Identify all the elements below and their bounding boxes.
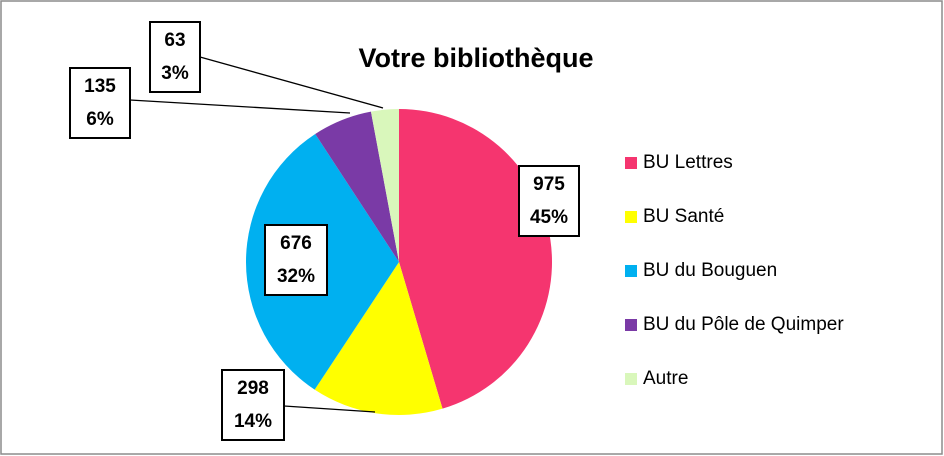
data-label-box bbox=[518, 165, 580, 237]
legend-label: BU Lettres bbox=[643, 152, 733, 173]
leader-line bbox=[199, 56, 384, 109]
data-label-box bbox=[149, 21, 201, 93]
data-label-percent: 3% bbox=[161, 63, 189, 84]
legend-label: Autre bbox=[643, 368, 688, 389]
leader-line bbox=[283, 405, 376, 413]
data-label-box bbox=[221, 369, 285, 441]
data-label-percent: 32% bbox=[277, 266, 315, 287]
legend-swatch bbox=[625, 319, 637, 331]
data-label-percent: 14% bbox=[234, 411, 272, 432]
legend-label: BU du Pôle de Quimper bbox=[643, 314, 844, 335]
pie-slice bbox=[314, 262, 443, 415]
legend-swatch bbox=[625, 211, 637, 223]
data-label-percent: 45% bbox=[530, 207, 568, 228]
data-label-box bbox=[69, 67, 131, 139]
data-label: 975 bbox=[533, 174, 565, 195]
data-label: 63 bbox=[164, 30, 185, 51]
chart-title: Votre bibliothèque bbox=[359, 43, 594, 73]
data-label: 676 bbox=[280, 233, 312, 254]
pie-slice bbox=[315, 111, 399, 262]
pie-slice bbox=[399, 109, 552, 409]
leader-line bbox=[129, 99, 351, 114]
legend-label: BU du Bouguen bbox=[643, 260, 777, 281]
data-label: 135 bbox=[84, 76, 116, 97]
pie-slice bbox=[370, 109, 399, 262]
data-label: 298 bbox=[237, 378, 269, 399]
legend-label: BU Santé bbox=[643, 206, 724, 227]
data-label-box bbox=[264, 224, 328, 296]
legend-swatch bbox=[625, 373, 637, 385]
data-label-percent: 6% bbox=[86, 109, 114, 130]
legend-swatch bbox=[625, 157, 637, 169]
legend-swatch bbox=[625, 265, 637, 277]
